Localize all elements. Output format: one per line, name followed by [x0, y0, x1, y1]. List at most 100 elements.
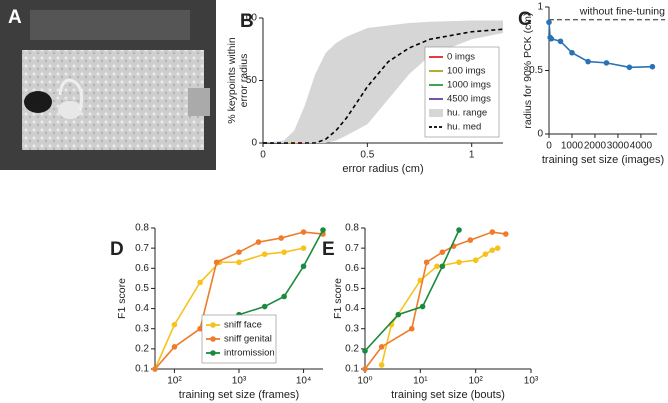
x-tick-label: 2000 [584, 141, 607, 152]
y-tick-label: 0.2 [345, 343, 359, 354]
y-tick-label: 50 [246, 75, 258, 86]
y-tick-label: 0.4 [345, 303, 359, 314]
marker [171, 321, 178, 328]
marker [197, 325, 203, 332]
panel-label: E [322, 239, 335, 260]
x-tick-label: 10⁰ [357, 376, 372, 387]
marker [482, 251, 489, 257]
marker [236, 249, 242, 255]
y-tick-label: 0.5 [529, 65, 543, 76]
marker [419, 303, 426, 310]
marker [423, 259, 430, 266]
x-tick-label: 10³ [232, 376, 247, 387]
marker [557, 38, 564, 45]
y-axis-label: F1 score [116, 278, 128, 319]
y-axis-label-line: F1 score [332, 278, 344, 319]
marker [278, 235, 284, 241]
legend-swatch [429, 109, 443, 117]
marker [548, 35, 555, 42]
reference-label: without fine-tuning [579, 5, 665, 17]
marker [626, 64, 633, 71]
y-tick-label: 0.5 [135, 283, 149, 294]
marker [236, 259, 242, 266]
marker [395, 311, 402, 318]
marker [456, 259, 462, 266]
marker [281, 249, 287, 255]
x-tick-label: 0 [546, 141, 552, 152]
marker [197, 279, 203, 286]
x-tick-label: 10¹ [413, 376, 428, 387]
marker [320, 227, 326, 233]
marker [261, 303, 268, 310]
y-tick-label: 0.6 [345, 263, 359, 274]
series-line [263, 28, 504, 144]
legend-label: intromission [224, 348, 275, 359]
marker [261, 251, 268, 257]
legend-marker [210, 322, 216, 328]
legend-label: 0 imgs [447, 52, 475, 63]
y-tick-label: 0.4 [135, 303, 149, 314]
legend-label: sniff face [224, 320, 262, 331]
series-line [548, 22, 653, 69]
marker [494, 245, 501, 251]
marker [213, 259, 220, 266]
marker [378, 362, 385, 368]
range-band [263, 20, 503, 143]
y-axis-label-line: error radius [238, 54, 250, 108]
x-tick-label: 1000 [561, 141, 584, 152]
marker [569, 49, 575, 56]
y-axis-label: F1 score [332, 278, 344, 319]
y-axis-label-line: % keypoints within [226, 37, 238, 124]
x-axis-label: error radius (cm) [342, 163, 423, 175]
legend-label: hu. med [447, 122, 481, 133]
legend-label: 100 imgs [447, 66, 486, 77]
x-axis-label: training set size (images) [542, 154, 664, 166]
series-line [154, 247, 304, 370]
marker [472, 257, 479, 264]
marker [378, 344, 385, 350]
legend-label: sniff genital [224, 334, 272, 345]
y-tick-label: 0.1 [345, 364, 359, 375]
marker [362, 366, 368, 372]
x-axis-label: training set size (frames) [179, 389, 299, 401]
y-axis-label: radius for 90% PCK (cm) [522, 12, 534, 128]
marker [300, 263, 307, 270]
y-tick-label: 0.6 [135, 263, 149, 274]
y-tick-label: 0.8 [135, 223, 149, 234]
x-tick-label: 10³ [524, 376, 539, 387]
x-tick-label: 10² [167, 376, 182, 387]
marker [434, 263, 440, 270]
series-line [364, 229, 460, 352]
marker [439, 263, 446, 270]
panel-label: C [518, 9, 532, 30]
x-tick-label: 4000 [630, 141, 653, 152]
marker [546, 19, 552, 26]
photo [0, 0, 216, 170]
marker [362, 348, 368, 354]
y-tick-label: 0.3 [135, 323, 149, 334]
y-tick-label: 100 [240, 13, 257, 24]
marker [281, 293, 287, 300]
x-tick-label: 3000 [607, 141, 630, 152]
marker [489, 247, 496, 253]
y-tick-label: 0.7 [345, 243, 359, 254]
y-tick-label: 0.2 [135, 343, 149, 354]
panel-label: B [240, 11, 254, 32]
marker [408, 325, 415, 332]
marker [502, 231, 509, 237]
x-tick-label: 0.5 [360, 150, 374, 161]
marker [603, 60, 610, 66]
x-tick-label: 0 [260, 150, 266, 161]
legend-marker [210, 336, 216, 342]
marker [171, 344, 178, 350]
y-tick-label: 1 [537, 2, 543, 13]
legend-marker [210, 350, 216, 356]
y-tick-label: 0 [537, 129, 543, 140]
legend-label: 4500 imgs [447, 94, 491, 105]
marker [585, 58, 591, 65]
marker [649, 63, 656, 70]
marker [255, 239, 262, 245]
panel-label: D [110, 239, 124, 260]
y-tick-label: 0.5 [345, 283, 359, 294]
